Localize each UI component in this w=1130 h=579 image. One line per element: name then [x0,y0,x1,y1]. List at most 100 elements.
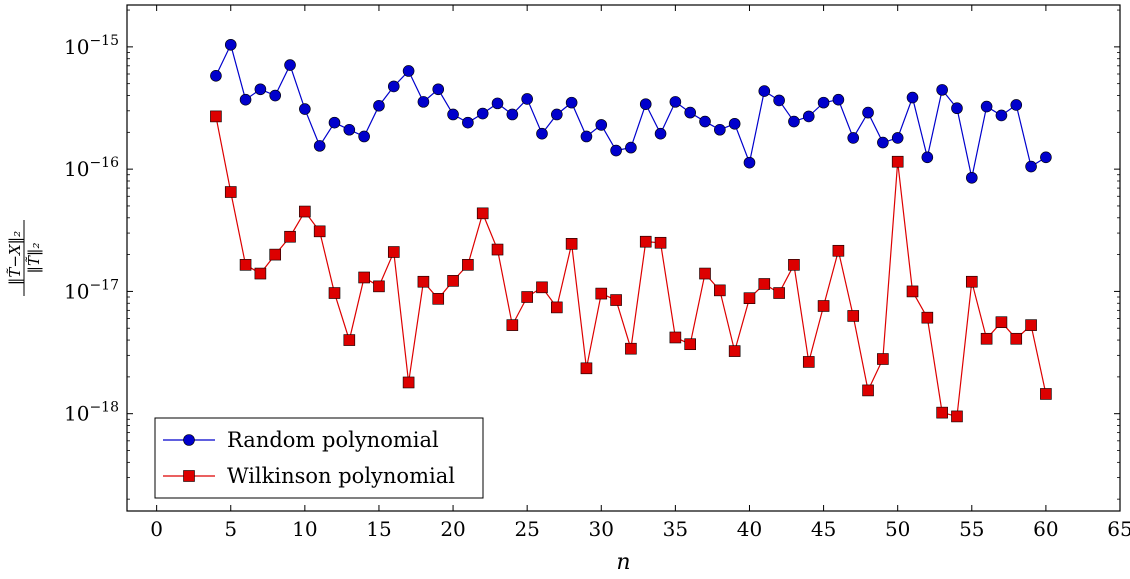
point-random-n15 [373,99,385,112]
point-wilkinson-n38 [714,284,726,297]
point-wilkinson-n27 [551,301,563,314]
point-wilkinson-n8 [269,248,282,261]
point-random-n13 [343,123,356,136]
point-random-n58 [1010,99,1023,111]
x-axis-title: n [616,550,630,575]
point-random-n42 [773,94,785,107]
point-wilkinson-n43 [788,259,800,271]
point-wilkinson-n14 [358,271,370,284]
point-wilkinson-n34 [654,236,667,249]
point-random-n36 [684,106,696,119]
point-random-n55 [965,171,978,184]
point-random-n27 [551,108,563,121]
point-wilkinson-n42 [773,287,785,299]
point-random-n48 [862,106,874,119]
point-random-n52 [921,151,934,164]
point-random-n17 [402,65,415,77]
x-tick-label: 55 [959,517,984,541]
point-wilkinson-n44 [802,356,815,368]
point-wilkinson-n16 [387,246,400,258]
point-random-n41 [758,85,771,97]
point-wilkinson-n9 [284,230,296,243]
point-random-n37 [699,115,711,128]
point-wilkinson-n22 [476,207,489,220]
point-random-n19 [432,83,445,96]
legend-marker-wilkinson [183,470,195,482]
series-layer [210,38,1052,423]
point-wilkinson-n11 [313,225,326,238]
series-group [210,38,1052,423]
point-random-n39 [728,117,741,130]
point-wilkinson-n26 [536,281,548,294]
x-tick-label: 10 [292,517,317,541]
point-random-n18 [417,96,430,108]
legend-label-wilkinson: Wilkinson polynomial [227,464,455,488]
point-random-n9 [284,59,296,71]
point-random-n43 [788,115,800,128]
point-wilkinson-n33 [639,235,652,248]
point-wilkinson-n45 [817,300,830,312]
point-wilkinson-n50 [891,155,904,168]
point-wilkinson-n31 [610,294,622,306]
point-random-n59 [1025,160,1037,173]
x-tick-label: 30 [589,517,614,541]
point-wilkinson-n15 [373,280,385,293]
y-tick-label: 10−17 [64,277,119,303]
point-wilkinson-n24 [506,319,519,331]
ticks-layer: 0 5 10 15 20 25 30 35 40 45 50 55 60 65 10−15 10−16 10−1… [64,5,1130,541]
point-random-n33 [639,98,652,110]
point-random-n45 [817,96,830,109]
point-random-n47 [847,132,860,144]
x-tick-label: 20 [440,517,465,541]
point-wilkinson-n36 [684,338,696,351]
point-random-n16 [387,80,400,93]
point-random-n44 [802,110,815,123]
point-random-n60 [1040,151,1052,164]
point-random-n29 [580,130,593,143]
x-tick-label: 60 [1033,517,1058,541]
point-wilkinson-n10 [299,205,311,218]
plot-frame [126,4,1121,512]
y-axis-title-numerator: ‖T̃−X‖₂ [6,231,24,285]
point-wilkinson-n47 [847,310,860,322]
point-wilkinson-n23 [491,243,504,256]
x-tick-label: 45 [811,517,836,541]
point-random-n56 [980,100,993,113]
point-wilkinson-n12 [328,287,341,299]
point-wilkinson-n54 [951,410,963,423]
point-random-n6 [239,93,252,106]
legend: Random polynomial Wilkinson polynomial [154,417,484,499]
point-random-n31 [610,144,622,157]
point-wilkinson-n40 [743,292,756,305]
point-wilkinson-n55 [965,275,978,288]
point-wilkinson-n28 [565,238,578,250]
point-random-n35 [669,96,682,108]
point-random-n50 [891,132,904,144]
point-random-n5 [224,38,237,51]
point-wilkinson-n19 [432,293,445,305]
point-wilkinson-n39 [728,345,741,357]
point-wilkinson-n57 [995,316,1008,329]
series-line-random [215,43,1047,178]
x-axis-label: n [616,550,630,575]
point-wilkinson-n51 [906,285,919,298]
point-random-n51 [906,91,919,104]
point-random-n57 [995,109,1008,122]
point-wilkinson-n18 [417,275,430,288]
point-wilkinson-n4 [210,110,222,123]
point-random-n10 [299,103,311,115]
x-tick-label: 50 [885,517,910,541]
point-random-n22 [476,107,489,120]
point-wilkinson-n6 [239,259,252,271]
x-tick-label: 0 [150,517,163,541]
point-wilkinson-n52 [921,311,934,324]
point-wilkinson-n37 [699,267,711,280]
point-wilkinson-n7 [254,267,267,280]
point-wilkinson-n48 [862,384,874,397]
point-random-n8 [269,89,282,102]
point-wilkinson-n29 [580,362,593,375]
point-random-n24 [506,108,519,121]
point-random-n46 [832,93,845,106]
point-wilkinson-n59 [1025,319,1037,331]
